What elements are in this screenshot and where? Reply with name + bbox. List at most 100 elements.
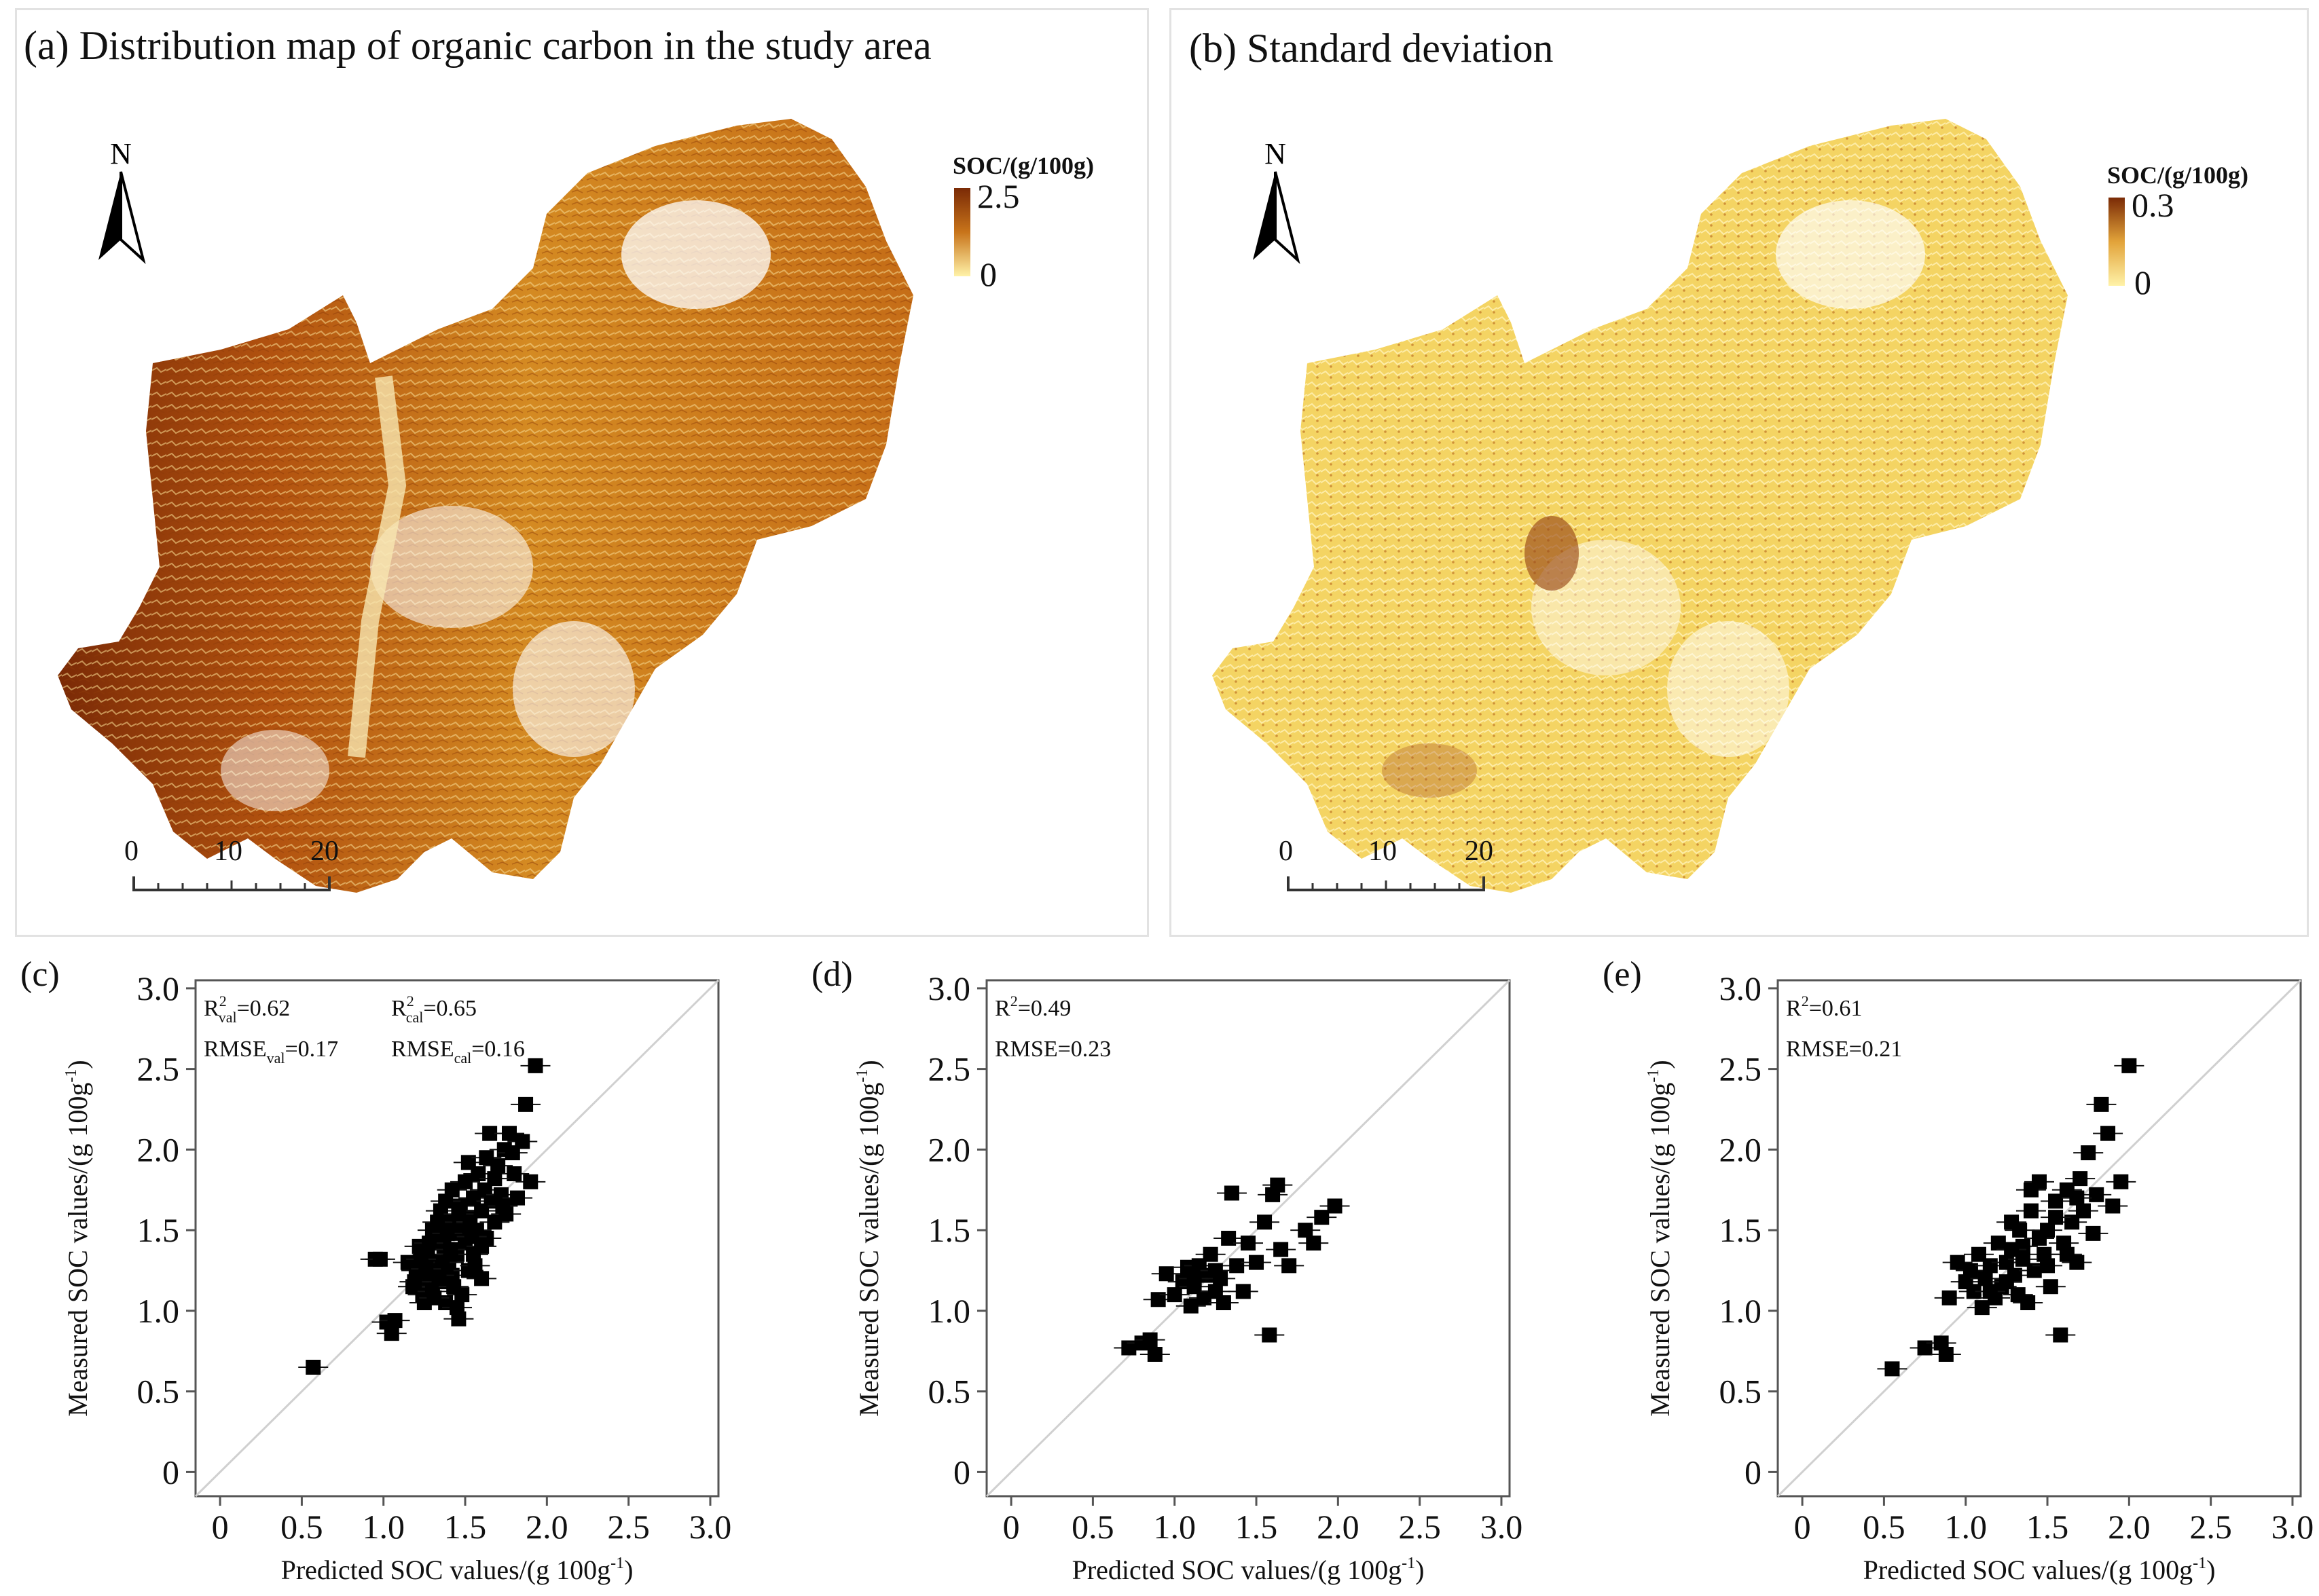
data-point [471,1166,486,1181]
x-tick-label: 2.5 [607,1508,650,1546]
data-point [1229,1258,1245,1274]
data-point [523,1174,538,1189]
panel-label: (d) [811,955,853,994]
data-point [1262,1327,1277,1343]
data-point [1197,1290,1212,1305]
standard-deviation-map [1212,119,2068,893]
data-point [1150,1292,1166,1307]
legend-min-a: 0 [980,255,997,293]
y-tick-label: 3.0 [928,969,971,1007]
y-tick-label: 1.5 [928,1211,971,1249]
stat-r2: R2=0.61 [1786,992,1862,1021]
y-tick-label: 0.5 [137,1373,180,1411]
x-axis-label: Predicted SOC values/(g 100g-1) [281,1555,634,1585]
data-point [435,1255,450,1270]
data-point [1950,1255,1965,1270]
data-point [1298,1223,1313,1238]
data-point [1183,1298,1199,1314]
data-point [443,1242,458,1257]
data-point [2069,1190,2085,1206]
y-axis-label: Measured SOC values/(g 100g-1) [62,1060,93,1416]
data-point [2048,1193,2064,1209]
y-tick-label: 1.0 [137,1292,180,1330]
data-point [2012,1223,2028,1238]
data-point [1990,1236,2006,1251]
data-point [518,1096,534,1112]
data-point [407,1274,422,1290]
data-point [1281,1258,1297,1274]
y-tick-label: 3.0 [1719,969,1762,1007]
data-point [1938,1347,1954,1362]
x-tick-label: 2.5 [1398,1508,1441,1546]
data-point [451,1206,467,1222]
y-tick-label: 0 [1745,1453,1761,1491]
north-arrow-icon: N [98,138,146,264]
legend-max-a: 2.5 [977,177,1020,215]
data-point [2004,1242,2020,1257]
scatter-plot-d: (d) 00 0.5 0.5 1.0 1.0 1.5 1.5 2.0 2.0 2.5 2.5 3.0 3.… [811,955,1522,1585]
data-point [467,1258,483,1274]
data-point [1962,1263,1978,1278]
x-tick-label: 0.5 [1863,1508,1905,1546]
legend-min-b: 0 [2134,263,2151,301]
y-tick-label: 2.5 [137,1050,180,1088]
data-point [2043,1279,2058,1295]
data-point [515,1134,530,1149]
data-point [2056,1236,2072,1251]
data-point [502,1126,517,1141]
data-point [2053,1327,2068,1343]
x-tick-label: 2.0 [526,1508,568,1546]
data-point [2075,1203,2091,1219]
data-point [2059,1246,2075,1262]
data-point [505,1145,520,1161]
scatter-plot-c: (c) 00 0.5 0.5 1.0 1.0 1.5 1.5 2.0 2.0 2.5 2.5 3.0 3.… [20,955,731,1585]
y-tick-label: 3.0 [137,969,180,1007]
data-point [487,1214,503,1230]
y-tick-label: 2.5 [1719,1050,1762,1088]
data-point [464,1229,479,1244]
x-tick-label: 1.0 [1944,1508,1987,1546]
y-tick-label: 0.5 [928,1373,971,1411]
scale-label-10-b: 10 [1368,836,1397,867]
data-point [306,1360,321,1375]
data-point [387,1313,403,1329]
scale-bar-b [1287,876,1485,891]
data-point [1982,1258,1998,1274]
data-point [2085,1225,2101,1241]
stat-rmse-cal: RMSEcal=0.16 [391,1037,525,1066]
data-point [422,1236,437,1251]
x-tick-label: 0.5 [1072,1508,1114,1546]
scale-label-0-b: 0 [1279,836,1293,867]
data-point [444,1182,460,1198]
legend-max-b: 0.3 [2132,186,2174,224]
x-tick-label: 2.5 [2189,1508,2232,1546]
north-label: N [110,138,132,170]
map-title-a: (a) Distribution map of organic carbon i… [24,23,932,68]
data-point [2081,1145,2096,1161]
data-point [2064,1214,2080,1230]
data-point [528,1058,543,1073]
data-point [1167,1287,1182,1303]
data-point [431,1267,447,1283]
x-tick-label: 1.0 [362,1508,405,1546]
data-point [1982,1284,1998,1299]
data-point [1971,1246,1986,1262]
data-point [474,1271,490,1286]
y-tick-label: 1.0 [928,1292,971,1330]
north-arrow-icon: N [1253,138,1300,264]
data-point [487,1171,503,1187]
data-point [2089,1187,2104,1202]
data-point [2094,1096,2109,1112]
data-point [1235,1284,1251,1299]
data-point [451,1311,467,1326]
scale-bar-a [132,876,331,891]
data-point [1142,1332,1158,1348]
data-point [1221,1231,1237,1246]
panel-label: (e) [1603,955,1642,994]
x-tick-label: 1.5 [1235,1508,1278,1546]
scale-label-10-a: 10 [214,836,242,867]
data-point [2037,1246,2052,1262]
data-point [477,1182,492,1198]
legend-colorbar-b [2108,198,2125,286]
data-point [1207,1263,1223,1278]
